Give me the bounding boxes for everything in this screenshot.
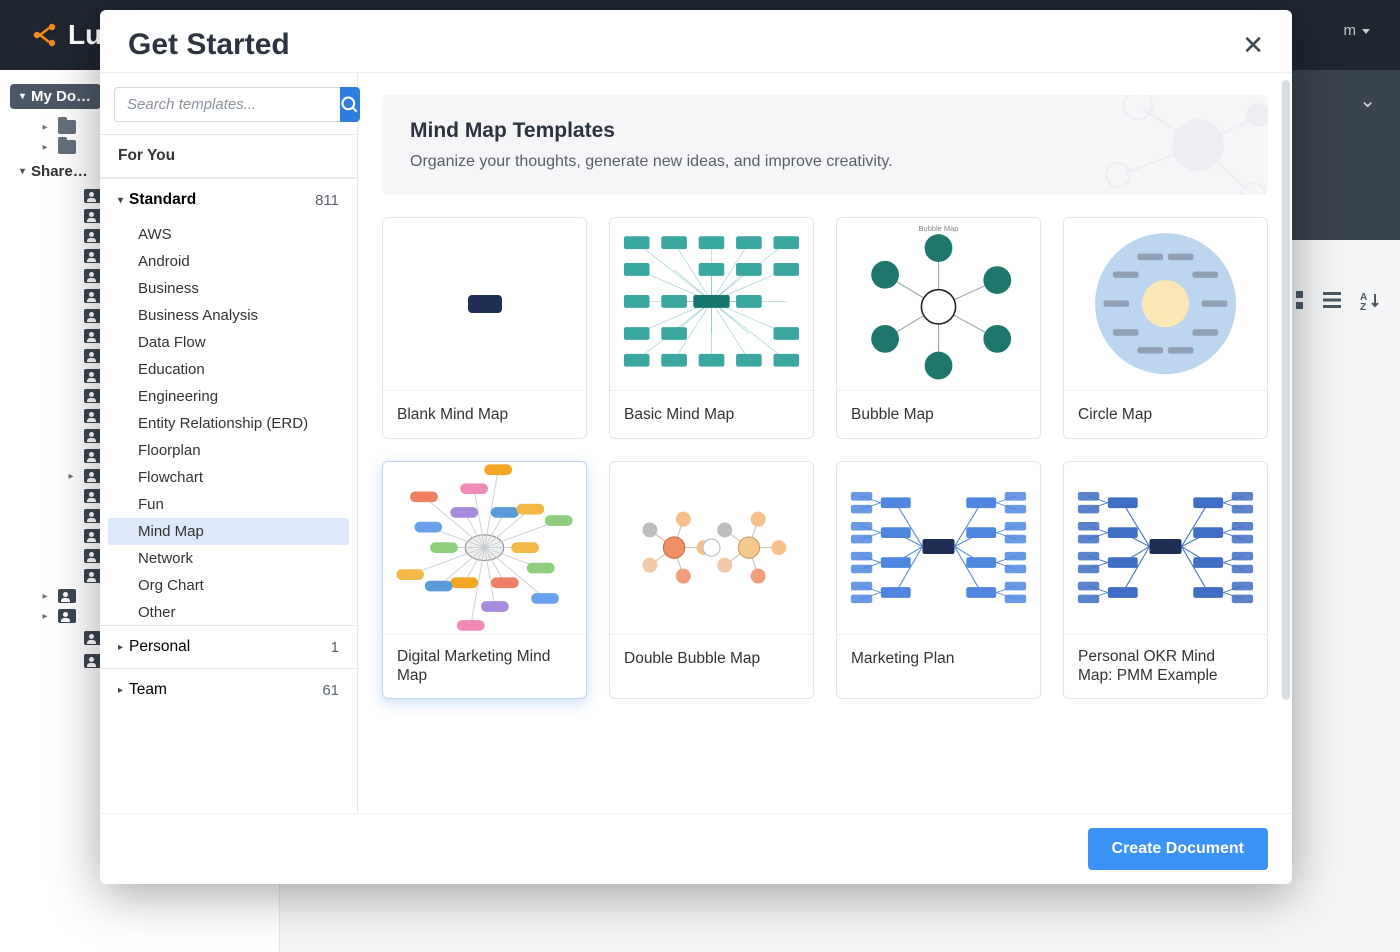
group-label: Team (129, 681, 167, 699)
template-gallery: Mind Map Templates Organize your thought… (358, 73, 1292, 813)
category-item[interactable]: Business Analysis (108, 302, 349, 329)
search-button[interactable] (340, 87, 360, 122)
template-thumbnail (610, 462, 813, 634)
template-name: Basic Mind Map (610, 390, 813, 438)
template-card-bubble[interactable]: Bubble Map Bubble Map (836, 217, 1041, 439)
category-item[interactable]: Mind Map (108, 518, 349, 545)
template-sidebar: For You ▾Standard811AWSAndroidBusinessBu… (100, 73, 358, 813)
for-you-section[interactable]: For You (100, 134, 357, 178)
template-thumbnail (383, 218, 586, 390)
category-item[interactable]: Entity Relationship (ERD) (108, 410, 349, 437)
template-thumbnail (837, 462, 1040, 634)
template-card-circle[interactable]: Circle Map (1063, 217, 1268, 439)
svg-text:Bubble Map: Bubble Map (919, 224, 959, 233)
category-item[interactable]: Engineering (108, 383, 349, 410)
create-document-button[interactable]: Create Document (1088, 828, 1268, 870)
category-item[interactable]: Other (108, 599, 349, 625)
category-item[interactable]: Data Flow (108, 329, 349, 356)
close-icon[interactable]: ✕ (1242, 30, 1264, 61)
template-thumbnail (1064, 462, 1267, 634)
get-started-modal: Get Started ✕ For You ▾Standard811AWSAnd… (100, 10, 1292, 884)
group-count: 811 (315, 192, 339, 209)
category-item[interactable]: Network (108, 545, 349, 572)
template-card-dbl[interactable]: Double Bubble Map (609, 461, 814, 699)
category-item[interactable]: Business (108, 275, 349, 302)
hero-decoration (1048, 95, 1268, 195)
group-label: Standard (129, 191, 196, 209)
template-card-basic[interactable]: Basic Mind Map (609, 217, 814, 439)
category-item[interactable]: Flowchart (108, 464, 349, 491)
group-count: 61 (322, 682, 339, 699)
search-input[interactable] (114, 87, 340, 122)
template-card-blank[interactable]: Blank Mind Map (382, 217, 587, 439)
category-item[interactable]: Fun (108, 491, 349, 518)
template-thumbnail (610, 218, 813, 390)
template-name: Double Bubble Map (610, 634, 813, 682)
modal-title: Get Started (128, 28, 290, 62)
group-label: Personal (129, 638, 190, 656)
template-card-okr[interactable]: Personal OKR Mind Map: PMM Example (1063, 461, 1268, 699)
category-group-team[interactable]: ▸Team61 (100, 668, 357, 711)
template-name: Personal OKR Mind Map: PMM Example (1064, 634, 1267, 698)
category-item[interactable]: Education (108, 356, 349, 383)
template-card-mkt[interactable]: Marketing Plan (836, 461, 1041, 699)
category-group-standard[interactable]: ▾Standard811 (100, 178, 357, 221)
group-count: 1 (331, 639, 339, 656)
template-name: Circle Map (1064, 390, 1267, 438)
template-thumbnail (1064, 218, 1267, 390)
category-item[interactable]: Org Chart (108, 572, 349, 599)
category-list: AWSAndroidBusinessBusiness AnalysisData … (100, 221, 357, 625)
category-item[interactable]: Floorplan (108, 437, 349, 464)
category-hero: Mind Map Templates Organize your thought… (382, 95, 1268, 195)
modal-overlay: Get Started ✕ For You ▾Standard811AWSAnd… (0, 0, 1400, 952)
template-card-dmm[interactable]: Digital Marketing Mind Map (382, 461, 587, 699)
template-name: Digital Marketing Mind Map (383, 634, 586, 698)
search-icon (340, 95, 360, 115)
category-group-personal[interactable]: ▸Personal1 (100, 625, 357, 668)
template-name: Bubble Map (837, 390, 1040, 438)
category-item[interactable]: AWS (108, 221, 349, 248)
category-item[interactable]: Android (108, 248, 349, 275)
template-thumbnail: Bubble Map (837, 218, 1040, 390)
template-name: Blank Mind Map (383, 390, 586, 438)
template-name: Marketing Plan (837, 634, 1040, 682)
template-thumbnail (383, 462, 586, 634)
